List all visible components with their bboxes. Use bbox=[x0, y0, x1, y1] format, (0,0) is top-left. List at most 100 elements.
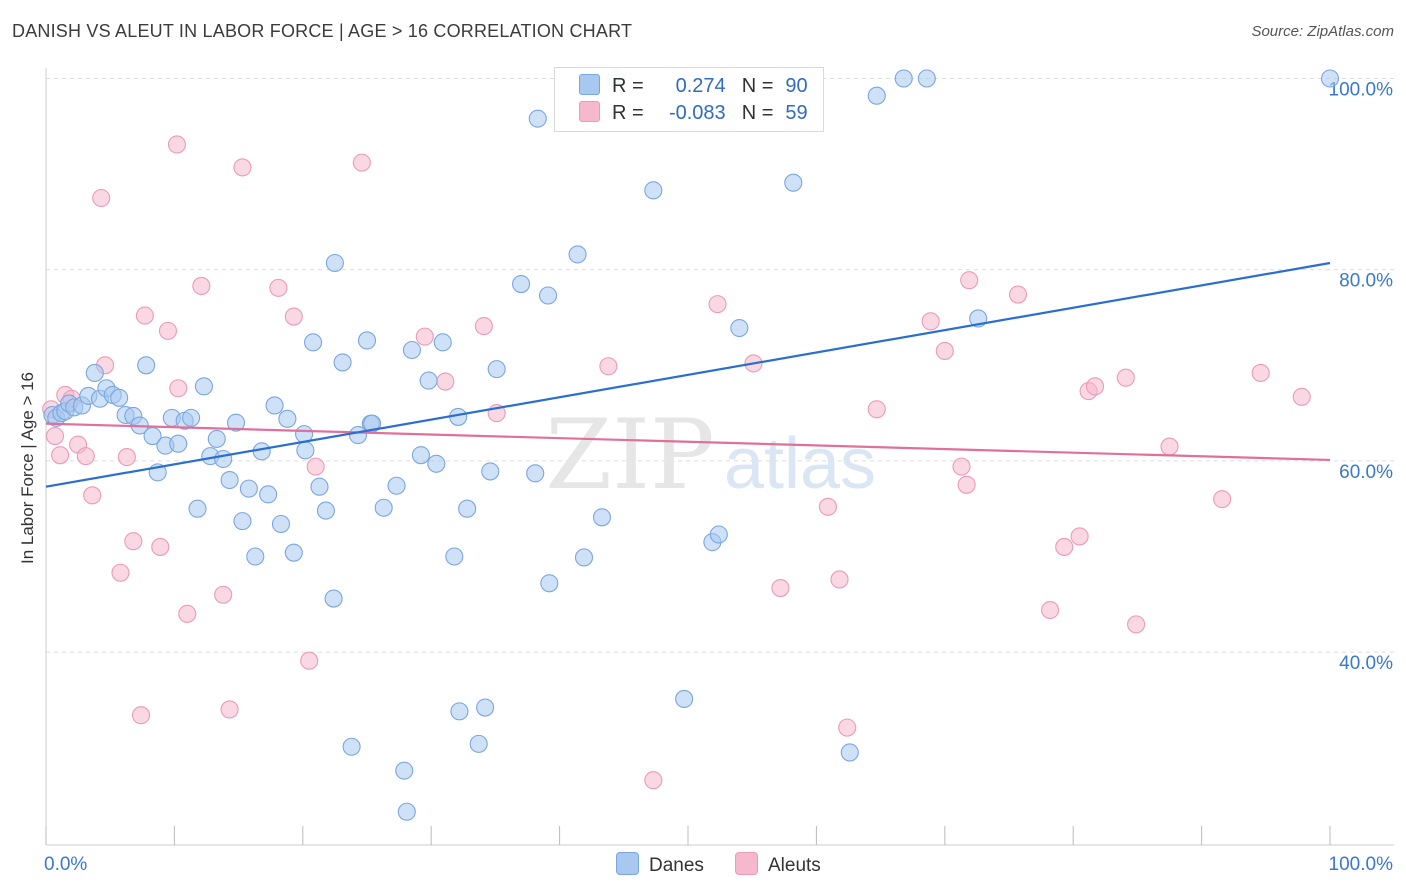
y-tick-label-100: 100.0% bbox=[1329, 80, 1394, 101]
danes-point bbox=[387, 476, 406, 495]
aleuts-point bbox=[220, 700, 239, 719]
aleuts-point bbox=[818, 497, 838, 516]
danes-point bbox=[259, 485, 278, 504]
bottom-legend-danes: Danes bbox=[616, 852, 704, 877]
danes-point bbox=[644, 181, 663, 200]
aleuts-point bbox=[83, 486, 102, 505]
aleuts-point bbox=[1292, 387, 1311, 406]
danes-point bbox=[469, 734, 488, 753]
aleuts-point bbox=[158, 321, 178, 340]
danes-points bbox=[43, 69, 1340, 821]
danes-point bbox=[411, 446, 430, 465]
danes-point bbox=[296, 441, 315, 460]
aleuts-point bbox=[867, 400, 886, 419]
y-tick-label-60: 60.0% bbox=[1339, 462, 1393, 483]
danes-point bbox=[85, 363, 104, 382]
aleuts-point bbox=[1085, 377, 1105, 396]
aleuts-r-value: -0.083 bbox=[668, 102, 726, 124]
aleuts-n-label: N = bbox=[741, 102, 774, 124]
danes-point bbox=[450, 702, 469, 721]
aleuts-point bbox=[131, 706, 151, 725]
danes-point bbox=[214, 449, 233, 469]
aleuts-point bbox=[169, 379, 188, 398]
aleuts-point bbox=[708, 295, 727, 314]
aleuts-point bbox=[352, 153, 371, 172]
danes-point bbox=[239, 479, 258, 498]
x-tick-label-min: 0.0% bbox=[44, 854, 87, 875]
danes-point bbox=[342, 737, 361, 756]
danes-point bbox=[402, 340, 421, 360]
danes-point bbox=[246, 547, 265, 566]
aleuts-trend-line bbox=[45, 422, 1331, 462]
aleuts-point bbox=[771, 578, 790, 598]
watermark-atlas: atlas bbox=[724, 424, 876, 504]
danes-point bbox=[110, 388, 129, 407]
legend-row-aleuts: R = -0.083 N = 59 bbox=[579, 101, 808, 127]
aleuts-point bbox=[135, 306, 154, 325]
aleuts-legend-swatch bbox=[735, 852, 758, 875]
x-tick-label-max: 100.0% bbox=[1329, 854, 1394, 875]
danes-legend-swatch bbox=[616, 852, 639, 875]
danes-point bbox=[226, 413, 246, 432]
danes-point bbox=[512, 274, 531, 294]
y-tick-label-80: 80.0% bbox=[1339, 271, 1393, 292]
danes-point bbox=[324, 589, 343, 608]
danes-point bbox=[304, 333, 323, 352]
danes-point bbox=[316, 501, 335, 520]
danes-point bbox=[325, 253, 344, 273]
aleuts-swatch bbox=[579, 101, 600, 122]
aleuts-point bbox=[51, 446, 70, 465]
legend-row-danes: R = 0.274 N = 90 bbox=[579, 74, 808, 100]
aleuts-point bbox=[474, 317, 493, 336]
aleuts-point bbox=[957, 475, 976, 494]
danes-point bbox=[207, 429, 226, 448]
danes-point bbox=[487, 360, 506, 379]
aleuts-point bbox=[599, 357, 618, 376]
danes-point bbox=[433, 333, 452, 352]
danes-point bbox=[357, 331, 377, 350]
danes-point bbox=[574, 548, 594, 567]
danes-point bbox=[271, 514, 291, 534]
watermark-zip: ZIP bbox=[545, 399, 714, 511]
danes-point bbox=[194, 377, 213, 396]
danes-point bbox=[784, 173, 803, 192]
aleuts-point bbox=[111, 563, 130, 582]
danes-trend-line bbox=[45, 261, 1331, 488]
aleuts-point bbox=[306, 457, 325, 476]
danes-point bbox=[481, 462, 500, 481]
aleuts-point bbox=[1116, 368, 1135, 387]
aleuts-point bbox=[233, 158, 252, 177]
aleuts-r-label: R = bbox=[612, 102, 644, 124]
aleuts-point bbox=[952, 457, 971, 476]
danes-point bbox=[284, 543, 303, 562]
danes-point bbox=[894, 69, 913, 88]
danes-point bbox=[310, 477, 329, 496]
danes-point bbox=[445, 547, 464, 566]
danes-point bbox=[169, 434, 188, 453]
aleuts-point bbox=[1251, 363, 1270, 382]
danes-point bbox=[419, 371, 438, 390]
danes-point bbox=[233, 512, 252, 531]
stats-legend: R = 0.274 N = 90 R = -0.083 N = 59 bbox=[554, 67, 824, 132]
aleuts-point bbox=[92, 188, 111, 208]
danes-point bbox=[592, 508, 612, 527]
aleuts-point bbox=[1213, 490, 1232, 509]
chart-title: DANISH VS ALEUT IN LABOR FORCE | AGE > 1… bbox=[12, 21, 633, 41]
danes-point bbox=[220, 470, 239, 490]
aleuts-point bbox=[415, 327, 434, 346]
danes-r-label: R = bbox=[612, 75, 644, 97]
aleuts-point bbox=[192, 276, 211, 296]
danes-point bbox=[917, 69, 936, 88]
danes-point bbox=[265, 396, 284, 415]
y-tick-label-40: 40.0% bbox=[1339, 653, 1393, 674]
danes-point bbox=[709, 525, 728, 544]
danes-point bbox=[188, 499, 207, 518]
aleuts-point bbox=[269, 278, 288, 297]
aleuts-point bbox=[124, 532, 143, 551]
aleuts-point bbox=[45, 426, 65, 446]
aleuts-point bbox=[76, 447, 95, 466]
danes-point bbox=[526, 464, 545, 483]
aleuts-point bbox=[1008, 285, 1028, 304]
aleuts-point bbox=[1160, 437, 1179, 456]
